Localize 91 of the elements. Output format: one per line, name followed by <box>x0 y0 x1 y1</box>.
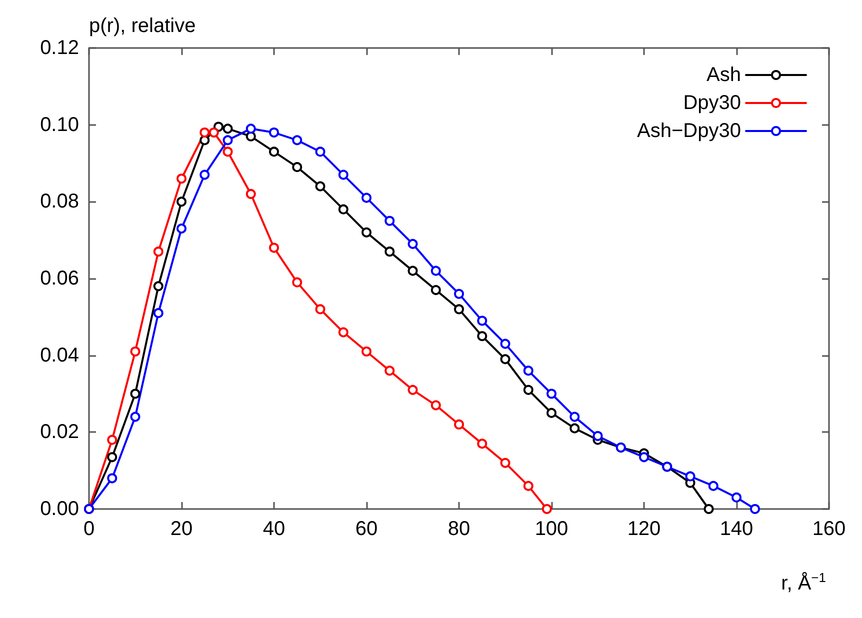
point <box>477 316 488 326</box>
point <box>454 419 464 430</box>
point <box>269 242 279 253</box>
point <box>430 285 441 296</box>
y-tick-label: 0.10 <box>40 114 79 136</box>
x-tick-label: 140 <box>720 518 754 540</box>
point <box>107 473 118 484</box>
point <box>200 170 210 180</box>
point <box>153 281 164 292</box>
point <box>570 412 580 422</box>
point <box>546 388 556 399</box>
legend-label: Ash−Dpy30 <box>637 120 741 142</box>
point <box>315 304 326 314</box>
point <box>246 188 256 199</box>
point <box>153 246 164 257</box>
point <box>592 431 603 442</box>
point <box>292 135 302 146</box>
point <box>477 331 488 342</box>
point <box>500 338 510 349</box>
point <box>500 354 510 364</box>
point <box>362 346 372 356</box>
y-tick-label: 0.08 <box>40 190 79 213</box>
x-tick-label: 40 <box>262 518 286 540</box>
point <box>208 128 219 138</box>
y-tick-label: 0.12 <box>40 37 79 59</box>
point <box>200 128 210 138</box>
point <box>246 131 256 142</box>
point <box>523 366 534 376</box>
point <box>130 346 140 356</box>
y-tick-label: 0.04 <box>40 344 79 366</box>
y-axis-title: p(r), relative <box>89 15 196 37</box>
point <box>153 308 164 318</box>
point <box>454 304 464 314</box>
point <box>269 146 279 157</box>
legend-label: Ash <box>706 64 741 86</box>
point <box>639 452 649 462</box>
point <box>269 128 279 138</box>
point <box>315 146 326 157</box>
x-tick-label: 0 <box>83 518 95 540</box>
point <box>222 124 233 134</box>
point <box>523 384 534 395</box>
point <box>685 471 696 482</box>
x-tick-label: 80 <box>448 518 470 540</box>
point <box>704 504 714 514</box>
point <box>292 277 302 288</box>
point <box>500 458 510 468</box>
x-tick-label: 20 <box>170 518 193 540</box>
point <box>222 135 233 146</box>
point <box>338 327 348 338</box>
point <box>430 400 441 410</box>
x-tick-label: 120 <box>627 518 661 540</box>
x-axis-title: r, Å$^{−1}$ <box>781 570 826 596</box>
point <box>708 480 718 491</box>
point <box>362 227 372 238</box>
point <box>408 266 418 276</box>
point <box>408 238 418 249</box>
point <box>570 423 580 434</box>
point <box>477 438 488 449</box>
point <box>107 434 118 445</box>
point <box>107 452 118 462</box>
x-tick-label: 100 <box>534 518 568 540</box>
x-tick-label: 160 <box>812 518 846 540</box>
point <box>384 246 395 257</box>
point <box>732 492 742 502</box>
point <box>430 266 441 276</box>
point <box>750 504 760 514</box>
legend-label: Dpy30 <box>683 92 741 114</box>
point <box>246 124 256 134</box>
point <box>176 174 186 184</box>
point <box>362 192 372 203</box>
point <box>384 216 395 226</box>
point <box>292 162 302 172</box>
point <box>384 366 395 376</box>
y-tick-label: 0.02 <box>40 421 79 444</box>
point <box>200 135 210 146</box>
point <box>130 412 140 422</box>
point <box>338 204 348 214</box>
y-tick-label: 0.00 <box>40 498 79 520</box>
point <box>338 170 348 180</box>
point <box>130 388 140 399</box>
point <box>176 224 186 234</box>
point <box>454 288 464 299</box>
point <box>315 181 326 192</box>
point <box>176 196 186 207</box>
point <box>546 408 556 418</box>
point <box>222 146 233 157</box>
point <box>408 384 418 395</box>
x-tick-label: 60 <box>355 518 378 540</box>
point <box>523 480 534 491</box>
point <box>542 504 552 514</box>
y-tick-label: 0.06 <box>40 268 79 290</box>
